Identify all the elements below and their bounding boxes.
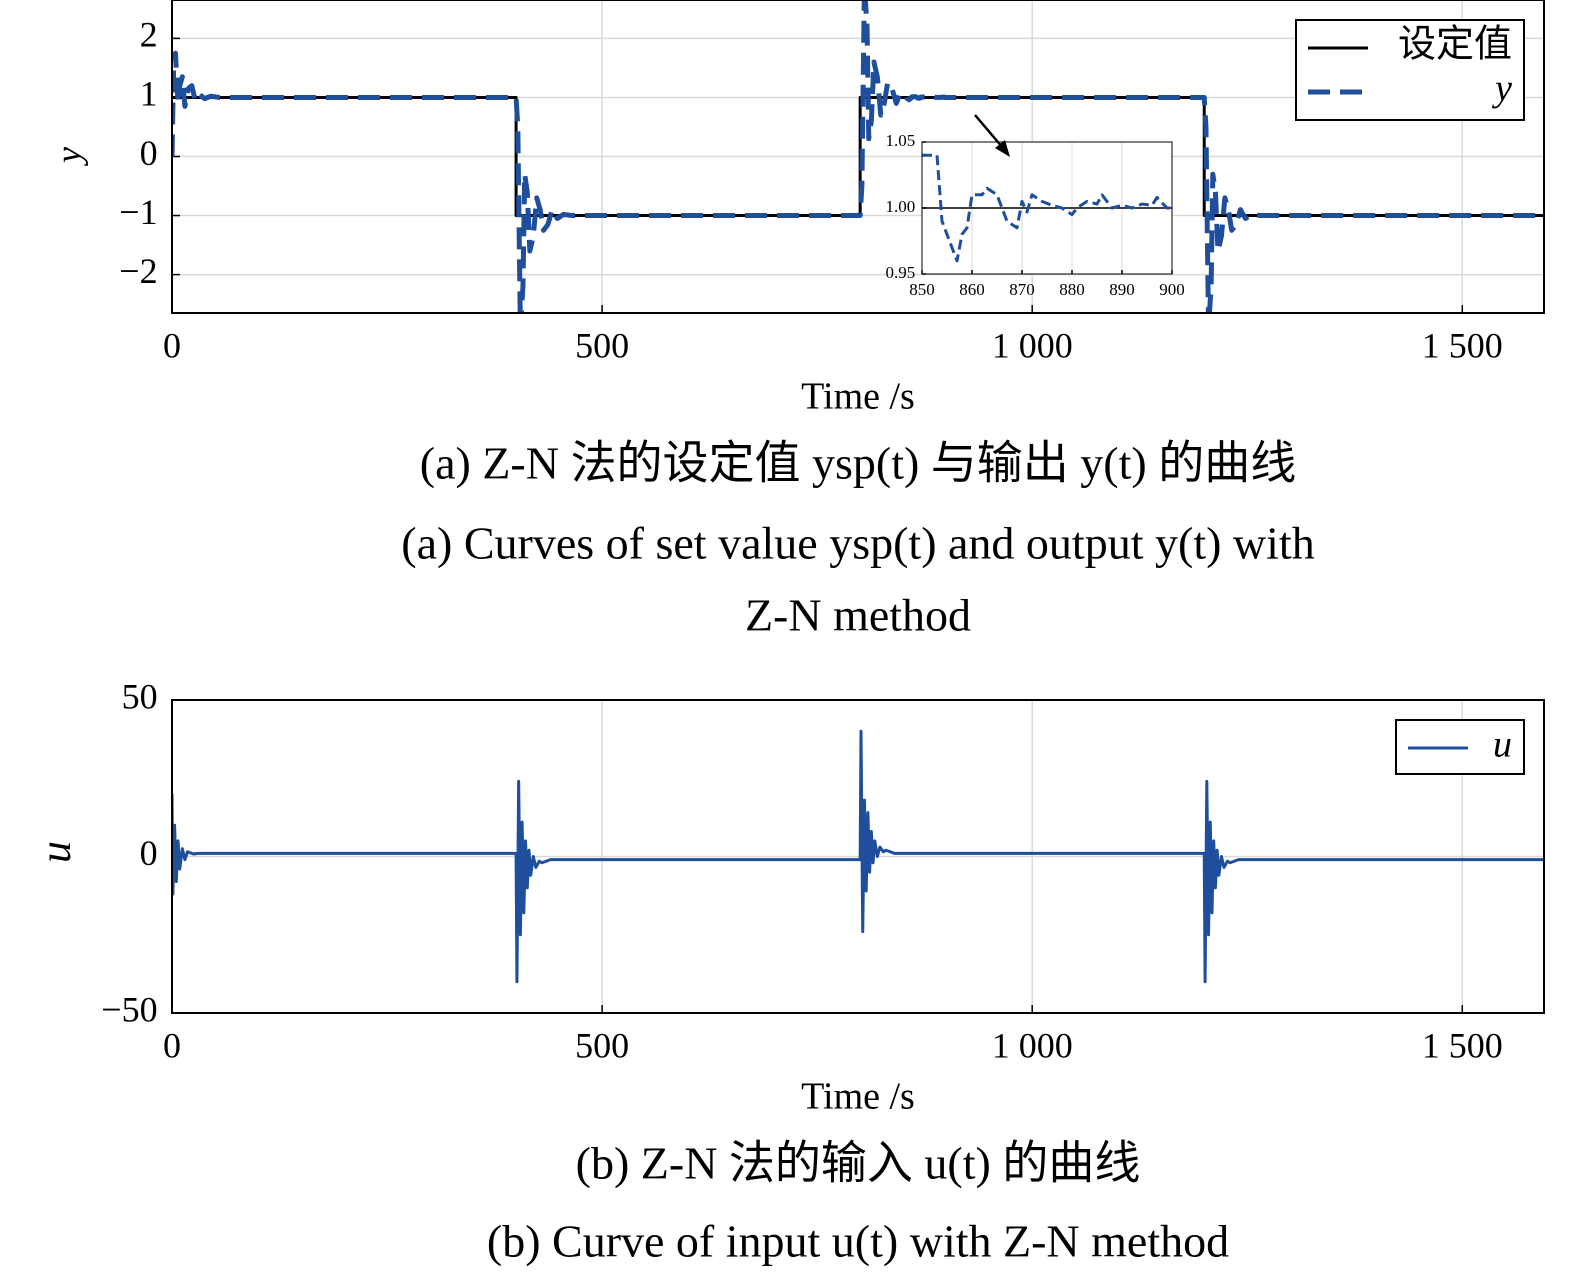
- x-tick-label: 0: [163, 1025, 181, 1065]
- y-tick-label: 0: [140, 133, 158, 173]
- x-tick-label: 850: [909, 280, 935, 299]
- x-axis-label: Time /s: [801, 376, 915, 418]
- x-tick-label: 890: [1109, 280, 1135, 299]
- y-tick-label: −50: [101, 989, 157, 1029]
- data-line: [172, 729, 1544, 984]
- plot-frame: [171, 699, 1545, 1014]
- arrow-head: [995, 140, 1010, 157]
- y-tick-label: 0: [140, 833, 158, 873]
- x-tick-label: 860: [959, 280, 985, 299]
- x-tick-label: 500: [575, 325, 629, 365]
- y-tick-label: 2: [140, 15, 158, 55]
- x-tick-label: 1 500: [1422, 1025, 1503, 1065]
- legend-label: u: [1493, 724, 1512, 766]
- legend-box: [1295, 19, 1525, 121]
- caption: (a) Curves of set value ysp(t) and outpu…: [401, 518, 1314, 569]
- y-axis-label: y: [48, 147, 88, 166]
- x-tick-label: 900: [1159, 280, 1185, 299]
- data-line: [922, 153, 1172, 263]
- caption: (b) Curve of input u(t) with Z-N method: [487, 1216, 1229, 1267]
- arrow: [974, 114, 1004, 149]
- y-tick-label: 50: [122, 676, 158, 716]
- plot-frame: [171, 0, 1545, 314]
- data-line: [172, 0, 1544, 313]
- x-tick-label: 1 000: [992, 1025, 1073, 1065]
- y-axis-label: u: [31, 841, 80, 863]
- plot-frame: [921, 141, 1173, 275]
- y-tick-label: 0.95: [885, 263, 915, 282]
- legend-label: y: [1491, 68, 1512, 110]
- caption: (b) Z-N 法的输入 u(t) 的曲线: [576, 1138, 1141, 1189]
- x-tick-label: 1 000: [992, 325, 1073, 365]
- plot: 850 860 870 880 890 900 0.95 1.00 1.05: [885, 131, 1184, 299]
- legend: u: [1395, 719, 1525, 775]
- x-tick-label: 500: [575, 1025, 629, 1065]
- x-axis-label: Time /s: [801, 1076, 915, 1118]
- y-tick-label: −1: [119, 192, 157, 232]
- y-tick-label: −2: [119, 251, 157, 291]
- caption: (a) Z-N 法的设定值 ysp(t) 与输出 y(t) 的曲线: [420, 438, 1296, 489]
- x-tick-label: 0: [163, 325, 181, 365]
- y-tick-label: 1.05: [885, 131, 915, 150]
- y-tick-label: 1.00: [885, 197, 915, 216]
- caption: Z-N method: [745, 590, 971, 641]
- y-tick-label: 1: [140, 74, 158, 114]
- legend-label: 设定值: [1398, 24, 1512, 66]
- x-tick-label: 880: [1059, 280, 1085, 299]
- x-tick-label: 870: [1009, 280, 1035, 299]
- x-tick-label: 1 500: [1422, 325, 1503, 365]
